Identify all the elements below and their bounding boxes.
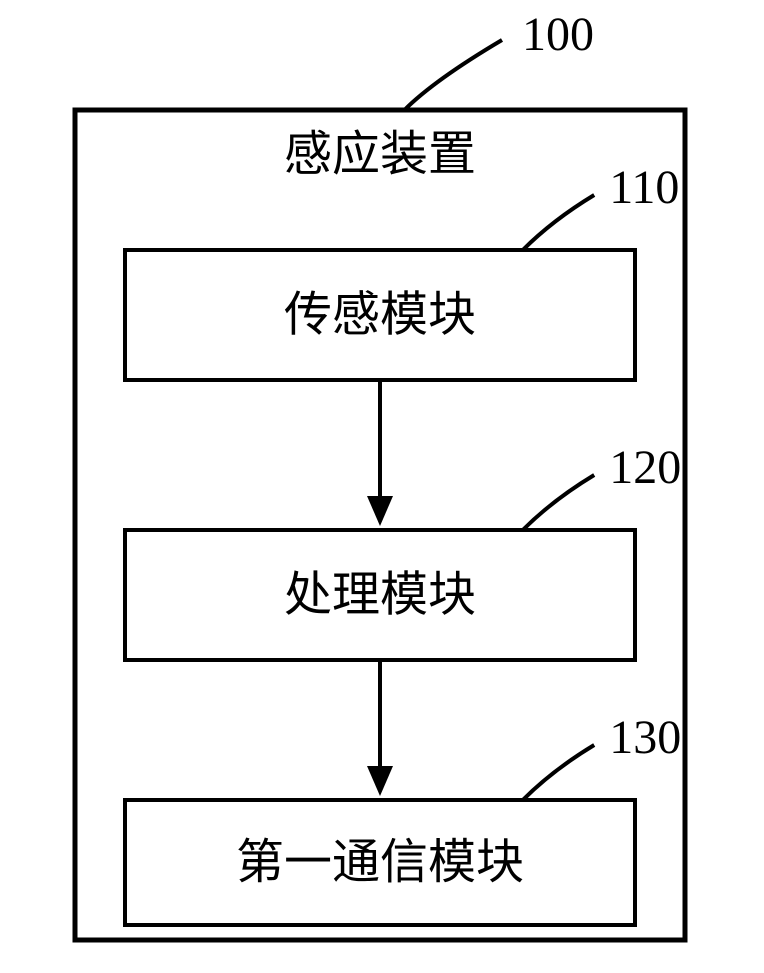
leader-line — [523, 475, 594, 530]
container-title: 感应装置 — [284, 128, 476, 181]
ref-number: 100 — [522, 8, 594, 61]
arrowhead-icon — [367, 496, 393, 526]
ref-number: 110 — [609, 161, 679, 214]
leader-line — [523, 195, 594, 250]
diagram-canvas: 感应装置 100 传感模块 110 处理模块 120 第一通信模块 130 — [0, 0, 764, 973]
arrowhead-icon — [367, 766, 393, 796]
node-label: 传感模块 — [284, 289, 476, 342]
ref-number: 130 — [609, 711, 681, 764]
leader-line — [404, 40, 502, 110]
leader-line — [523, 745, 594, 800]
ref-number: 120 — [609, 441, 681, 494]
node-label: 处理模块 — [284, 569, 476, 622]
node-label: 第一通信模块 — [236, 836, 524, 889]
